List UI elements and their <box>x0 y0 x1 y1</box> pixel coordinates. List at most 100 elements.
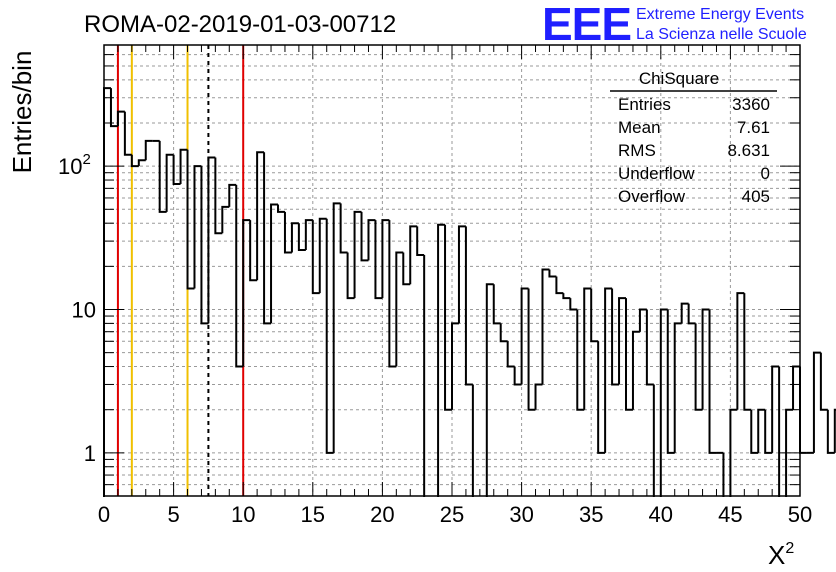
histogram-bin <box>297 223 306 252</box>
histogram-bin <box>757 408 766 453</box>
histogram-bin <box>513 366 522 386</box>
x-axis-title: X2 <box>768 540 794 570</box>
histogram-bin <box>137 159 146 167</box>
histogram-bin <box>701 308 710 410</box>
eee-logo: EEE Extreme Energy Events La Scienza nel… <box>542 0 807 50</box>
histogram-bin <box>597 341 606 454</box>
stats-value: 0 <box>761 164 770 183</box>
histogram-bin <box>743 293 752 411</box>
histogram-bin <box>283 211 292 254</box>
histogram-bin <box>492 284 501 325</box>
histogram-bin <box>534 383 543 410</box>
histogram-bin <box>165 153 174 212</box>
histogram-bin <box>541 268 550 385</box>
histogram-bin <box>193 165 202 289</box>
histogram-bin <box>527 288 536 411</box>
y-tick-labels: 1 10 102 <box>58 151 96 466</box>
frame-mask <box>0 497 836 527</box>
x-tick-label: 10 <box>231 502 255 527</box>
stats-label: Entries <box>618 95 671 114</box>
histogram-bin <box>618 297 626 385</box>
histogram-bin <box>812 351 821 453</box>
histogram-bin <box>444 224 452 411</box>
histogram-bin <box>562 293 571 300</box>
histogram-bin <box>625 298 633 411</box>
histogram-bin <box>548 269 557 278</box>
histogram-bin <box>680 302 689 324</box>
stats-value: 8.631 <box>727 141 770 160</box>
logo-line1: Extreme Energy Events <box>636 6 804 23</box>
histogram-bin <box>423 254 432 517</box>
histogram-bin <box>144 139 153 161</box>
histogram-bin <box>235 184 244 368</box>
histogram-bin <box>311 220 320 295</box>
x-tick-label: 25 <box>440 502 464 527</box>
histogram-bin <box>367 219 376 261</box>
histogram-bin <box>499 323 508 343</box>
histogram-bin <box>172 154 181 186</box>
stats-label: Underflow <box>618 164 695 183</box>
histogram-bin <box>729 408 738 516</box>
histogram-bin <box>409 225 418 285</box>
x-tick-label: 20 <box>370 502 394 527</box>
histogram-bin <box>687 303 696 325</box>
histogram-bin <box>318 217 327 294</box>
histogram-bin <box>638 308 647 332</box>
histogram-bin <box>381 219 390 299</box>
histogram-bin <box>346 252 355 300</box>
histogram-bin <box>256 151 265 281</box>
histogram-bin <box>416 226 425 256</box>
histogram-bin <box>778 366 787 517</box>
histogram-bin <box>451 322 459 410</box>
histogram-bin <box>708 309 717 454</box>
histogram-bin <box>130 154 139 168</box>
y-tick-label: 1 <box>84 441 96 466</box>
histogram-bin <box>402 252 411 286</box>
stats-label: RMS <box>618 141 656 160</box>
histogram-bin <box>123 111 132 156</box>
histogram-bin <box>506 341 515 368</box>
stats-title: ChiSquare <box>639 69 719 88</box>
histogram-bin <box>228 183 237 207</box>
histogram-bin <box>583 287 592 410</box>
histogram-bin <box>826 409 835 454</box>
histogram-bin <box>457 225 466 324</box>
histogram-bars <box>103 87 836 517</box>
histogram-bin <box>242 219 251 367</box>
histogram-bin <box>374 220 383 300</box>
histogram-bin <box>158 140 167 213</box>
histogram-bin <box>304 219 313 251</box>
x-tick-label: 35 <box>579 502 603 527</box>
x-tick-label: 0 <box>98 502 110 527</box>
histogram-bin <box>353 210 362 299</box>
histogram-bin <box>270 203 278 324</box>
histogram-bin <box>339 203 348 254</box>
y-tick-label: 10 <box>72 297 96 322</box>
histogram-bin <box>833 408 836 453</box>
histogram-bin <box>116 110 125 127</box>
x-tick-label: 50 <box>788 502 812 527</box>
histogram-bin <box>666 309 675 454</box>
histogram-bin <box>604 287 613 453</box>
histogram-bin <box>569 298 578 311</box>
histogram-bin <box>249 220 258 282</box>
histogram-bin <box>388 220 397 368</box>
histogram-bin <box>792 365 800 410</box>
histogram-bin <box>277 204 285 213</box>
x-tick-label: 45 <box>718 502 742 527</box>
x-tick-label: 5 <box>167 502 179 527</box>
histogram-bin <box>771 365 780 453</box>
y-tick-label: 102 <box>58 151 91 179</box>
marker-lines <box>116 45 245 496</box>
histogram-bin <box>736 292 745 410</box>
histogram-bin <box>520 287 529 385</box>
stats-value: 405 <box>742 187 770 206</box>
histogram-bin <box>611 288 620 386</box>
histogram-bin <box>750 409 759 454</box>
plot-frame <box>0 44 836 527</box>
histogram-bin <box>325 218 334 454</box>
chart-title: ROMA-02-2019-01-03-00712 <box>84 11 396 38</box>
histogram-bin <box>290 222 299 253</box>
x-tick-labels: 0 5 10 15 20 25 30 35 40 45 50 <box>98 502 812 527</box>
